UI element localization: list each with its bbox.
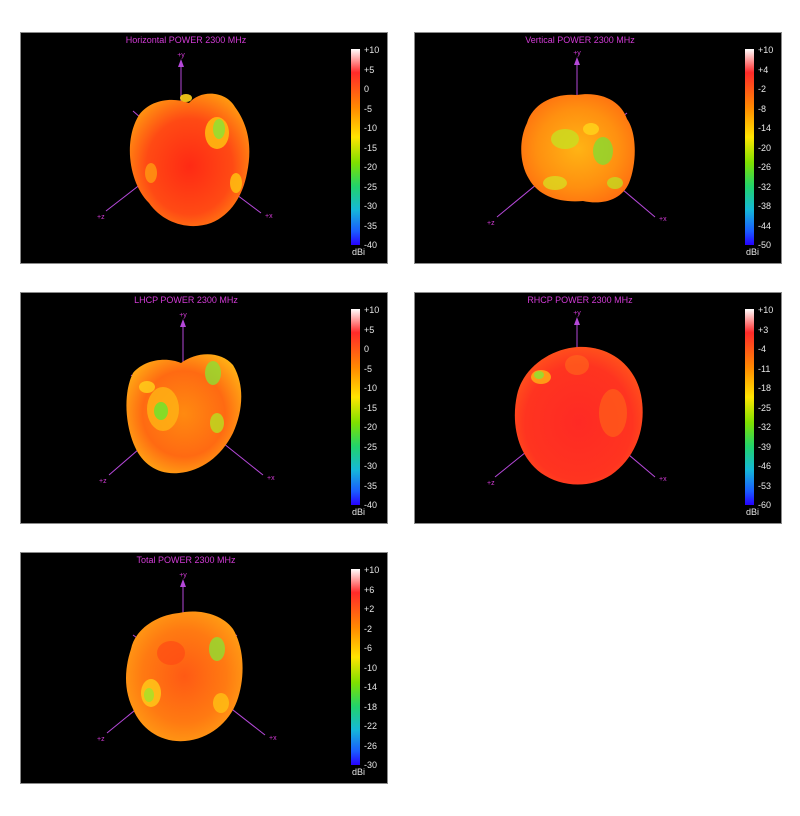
scale-unit: dBi	[746, 247, 760, 257]
scale-tick: +6	[364, 585, 375, 595]
pattern-panel-rhcp: RHCP POWER 2300 MHz +y +x +z +10 +3 -4 -…	[414, 292, 782, 524]
scale-tick: -35	[364, 221, 378, 231]
axis-label-z: +z	[97, 736, 105, 743]
axis-label-x: +x	[659, 216, 667, 223]
scale-tick: -53	[758, 481, 772, 491]
axis-label-x: +x	[267, 475, 275, 482]
pattern-panel-total: Total POWER 2300 MHz +y +x +z +10 +6 +2 …	[20, 552, 388, 784]
radiation-pattern-plot: +y +x +z	[487, 310, 667, 487]
scale-tick: -20	[364, 162, 378, 172]
color-scale-bar	[351, 49, 360, 245]
scale-tick: -18	[758, 383, 772, 393]
scale-unit: dBi	[352, 767, 366, 777]
scale-tick: -5	[364, 104, 373, 114]
pattern-panel-lhcp: LHCP POWER 2300 MHz +y +x +z +10 +5 0 -5…	[20, 292, 388, 524]
scale-tick: -8	[758, 104, 767, 114]
panel-title: Vertical POWER 2300 MHz	[525, 35, 635, 45]
pattern-surface	[129, 93, 250, 227]
scale-unit: dBi	[352, 507, 366, 517]
pattern-surface	[126, 354, 242, 474]
scale-tick: -14	[758, 123, 772, 133]
scale-tick: +10	[364, 565, 380, 575]
axis-label-z: +z	[487, 220, 495, 227]
axis-label-y: +y	[179, 312, 187, 319]
scale-tick: +5	[364, 65, 375, 75]
axis-label-y: +y	[177, 52, 185, 59]
color-scale-bar	[351, 569, 360, 765]
color-scale-bar	[351, 309, 360, 505]
axis-label-z: +z	[99, 478, 107, 485]
scale-tick: -26	[364, 741, 378, 751]
panel-title: LHCP POWER 2300 MHz	[134, 295, 238, 305]
scale-tick: -5	[364, 364, 373, 374]
scale-tick: -46	[758, 461, 772, 471]
scale-tick: -14	[364, 682, 378, 692]
scale-tick: -15	[364, 403, 378, 413]
scale-tick: 0	[364, 344, 370, 354]
scale-tick: -44	[758, 221, 772, 231]
axis-label-y: +y	[573, 310, 581, 317]
scale-tick: +2	[364, 604, 375, 614]
scale-tick: -40	[364, 500, 378, 510]
panel-title: Horizontal POWER 2300 MHz	[125, 35, 247, 45]
scale-tick: 0	[364, 84, 370, 94]
scale-tick: -25	[758, 403, 772, 413]
scale-tick: +5	[364, 325, 375, 335]
pattern-surface	[126, 611, 243, 742]
scale-tick: -25	[364, 442, 378, 452]
scale-tick: +10	[364, 305, 380, 315]
scale-tick: +4	[758, 65, 769, 75]
pattern-panel-vertical: Vertical POWER 2300 MHz +y +x +z +10 +4 …	[414, 32, 782, 264]
scale-tick: -10	[364, 123, 378, 133]
scale-tick: -30	[364, 760, 378, 770]
scale-tick: -2	[758, 84, 767, 94]
scale-tick: -20	[758, 143, 772, 153]
radiation-pattern-plot: +y +x +z	[99, 312, 275, 485]
axis-label-y: +y	[179, 572, 187, 579]
pattern-surface	[521, 94, 635, 203]
panel-title: RHCP POWER 2300 MHz	[527, 295, 633, 305]
scale-tick: -30	[364, 201, 378, 211]
scale-tick: -4	[758, 344, 767, 354]
pattern-panel-horizontal: Horizontal POWER 2300 MHz +y +x +z +10 +…	[20, 32, 388, 264]
color-scale-bar	[745, 49, 754, 245]
scale-tick: -10	[364, 383, 378, 393]
scale-tick: -2	[364, 624, 373, 634]
scale-tick: -39	[758, 442, 772, 452]
scale-tick: -26	[758, 162, 772, 172]
radiation-pattern-plot: +y +x +z	[487, 50, 667, 227]
axis-label-y: +y	[573, 50, 581, 57]
scale-tick: -11	[758, 364, 771, 374]
radiation-pattern-plot: +y +x +z	[97, 572, 277, 743]
axis-label-z: +z	[487, 480, 495, 487]
scale-tick: -15	[364, 143, 378, 153]
axis-label-x: +x	[659, 476, 667, 483]
scale-tick: -22	[364, 721, 378, 731]
scale-tick: -10	[364, 663, 378, 673]
scale-tick: -50	[758, 240, 772, 250]
scale-tick: +3	[758, 325, 769, 335]
scale-tick: -35	[364, 481, 378, 491]
scale-tick: -38	[758, 201, 772, 211]
scale-tick: -60	[758, 500, 772, 510]
axis-label-x: +x	[265, 213, 273, 220]
color-scale-bar	[745, 309, 754, 505]
radiation-pattern-plot: +y +x +z	[97, 52, 273, 227]
scale-tick: -25	[364, 182, 378, 192]
scale-tick: -6	[364, 643, 373, 653]
scale-tick: -18	[364, 702, 378, 712]
scale-tick: -40	[364, 240, 378, 250]
axis-label-x: +x	[269, 735, 277, 742]
scale-tick: -32	[758, 182, 772, 192]
scale-tick: -32	[758, 422, 772, 432]
scale-tick: -20	[364, 422, 378, 432]
scale-tick: -30	[364, 461, 378, 471]
scale-tick: +10	[364, 45, 380, 55]
axis-label-z: +z	[97, 214, 105, 221]
panel-title: Total POWER 2300 MHz	[136, 555, 236, 565]
scale-tick: +10	[758, 305, 774, 315]
scale-unit: dBi	[352, 247, 366, 257]
scale-unit: dBi	[746, 507, 760, 517]
scale-tick: +10	[758, 45, 774, 55]
